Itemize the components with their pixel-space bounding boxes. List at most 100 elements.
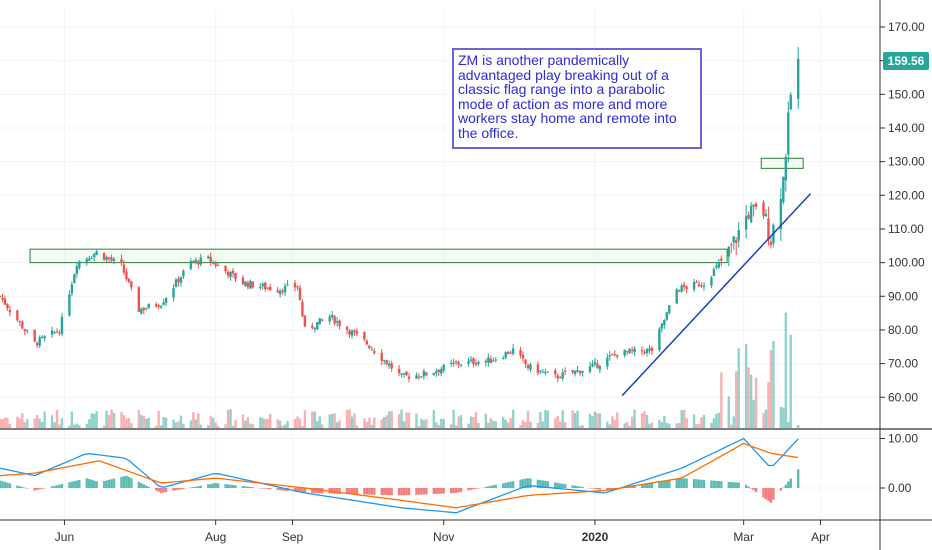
candle-body [88, 258, 91, 261]
macd-histogram-bar [747, 486, 750, 488]
macd-histogram-bar [415, 488, 418, 495]
volume-bar [645, 414, 649, 428]
macd-histogram-bar [211, 483, 215, 488]
candle-body [432, 372, 436, 375]
volume-bar [682, 409, 686, 428]
candle-body [147, 303, 150, 309]
candle-body [276, 290, 279, 293]
volume-bar [608, 424, 612, 428]
macd-histogram-bar [92, 480, 96, 488]
volume-bar [477, 423, 480, 428]
macd-histogram-bar [70, 481, 74, 488]
volume-bar [752, 400, 755, 428]
candle-body [214, 263, 217, 266]
volume-bar [509, 418, 512, 428]
candle-body [209, 256, 212, 263]
candle-body [526, 365, 530, 369]
macd-histogram-bar [26, 488, 29, 489]
candle-body [405, 371, 408, 376]
volume-bar [387, 411, 391, 428]
macd-histogram-bar [484, 486, 488, 488]
candle-body [502, 357, 505, 359]
volume-bar [730, 424, 733, 428]
macd-histogram-bar [53, 485, 56, 488]
macd-histogram-bar [75, 480, 79, 488]
volume-bar [665, 422, 669, 428]
candle-body [539, 370, 542, 372]
candle-body [747, 214, 750, 219]
macd-histogram-bar [251, 487, 255, 488]
candle-body [648, 348, 651, 351]
volume-bar [350, 416, 354, 428]
candle-body [43, 336, 46, 339]
macd-histogram-bar [442, 488, 445, 494]
candle-body [692, 281, 696, 290]
candle-body [23, 329, 26, 332]
candle-body [120, 258, 123, 263]
candle-body [90, 257, 93, 259]
macd-histogram-bar [224, 484, 227, 488]
candle-body [415, 375, 418, 379]
candle-body [544, 371, 547, 374]
volume-bar [53, 422, 56, 428]
candle-body [454, 361, 458, 363]
candle-body [449, 363, 453, 365]
macd-histogram-bar [268, 488, 272, 490]
macd-histogram-bar [787, 481, 790, 488]
candle-body [216, 265, 220, 267]
macd-histogram-bar [283, 488, 287, 491]
volume-bar [784, 312, 788, 428]
macd-histogram-bar [650, 482, 654, 488]
candle-body [207, 256, 210, 259]
candle-body [536, 364, 540, 374]
macd-histogram-bar [648, 483, 651, 488]
volume-bar [90, 413, 93, 428]
volume-bar [502, 416, 505, 428]
volume-bar [712, 418, 716, 428]
candle-body [546, 371, 550, 373]
x-tick-label: Nov [433, 530, 454, 544]
volume-bar [769, 350, 773, 428]
candle-body [293, 282, 297, 288]
volume-bar [207, 425, 210, 428]
candle-body [474, 363, 478, 365]
candle-body [130, 281, 133, 288]
volume-bar [744, 343, 748, 428]
macd-line [0, 437, 799, 514]
volume-bar [782, 407, 785, 428]
candle-body [477, 362, 480, 365]
candle-body [678, 290, 681, 292]
volume-bar [680, 410, 683, 428]
macd-histogram-bar [576, 486, 579, 488]
volume-bar [556, 415, 559, 428]
macd-histogram-bar [137, 481, 141, 488]
volume-bar [370, 424, 374, 428]
candle-body [259, 286, 262, 289]
macd-histogram-bar [385, 488, 388, 496]
macd-histogram-bar [199, 485, 202, 488]
macd-histogram-bar [55, 485, 59, 488]
macd-histogram-bar [23, 487, 26, 489]
candle-body [241, 277, 245, 285]
volume-bar [286, 420, 289, 428]
candle-body [234, 273, 237, 280]
volume-bar [402, 421, 406, 428]
volume-bar [400, 409, 403, 428]
macd-histogram-bar [474, 488, 478, 489]
y-tick-label: 70.00 [888, 357, 918, 371]
volume-bar [33, 418, 36, 428]
macd-histogram-bar [511, 481, 515, 488]
macd-histogram-bar [715, 480, 718, 488]
volume-bar [675, 423, 678, 428]
candle-body [355, 331, 359, 334]
volume-bar [581, 425, 584, 428]
candle-body [383, 360, 386, 362]
macd-histogram-bar [720, 481, 723, 488]
x-axis-ticks: Jun Aug Sep Nov 2020 Mar Apr [55, 520, 830, 544]
macd-histogram-bar [477, 488, 480, 489]
candle-body [717, 262, 721, 268]
volume-bar [313, 411, 317, 428]
volume-bar [209, 415, 212, 428]
y-tick-label: 150.00 [888, 87, 925, 101]
